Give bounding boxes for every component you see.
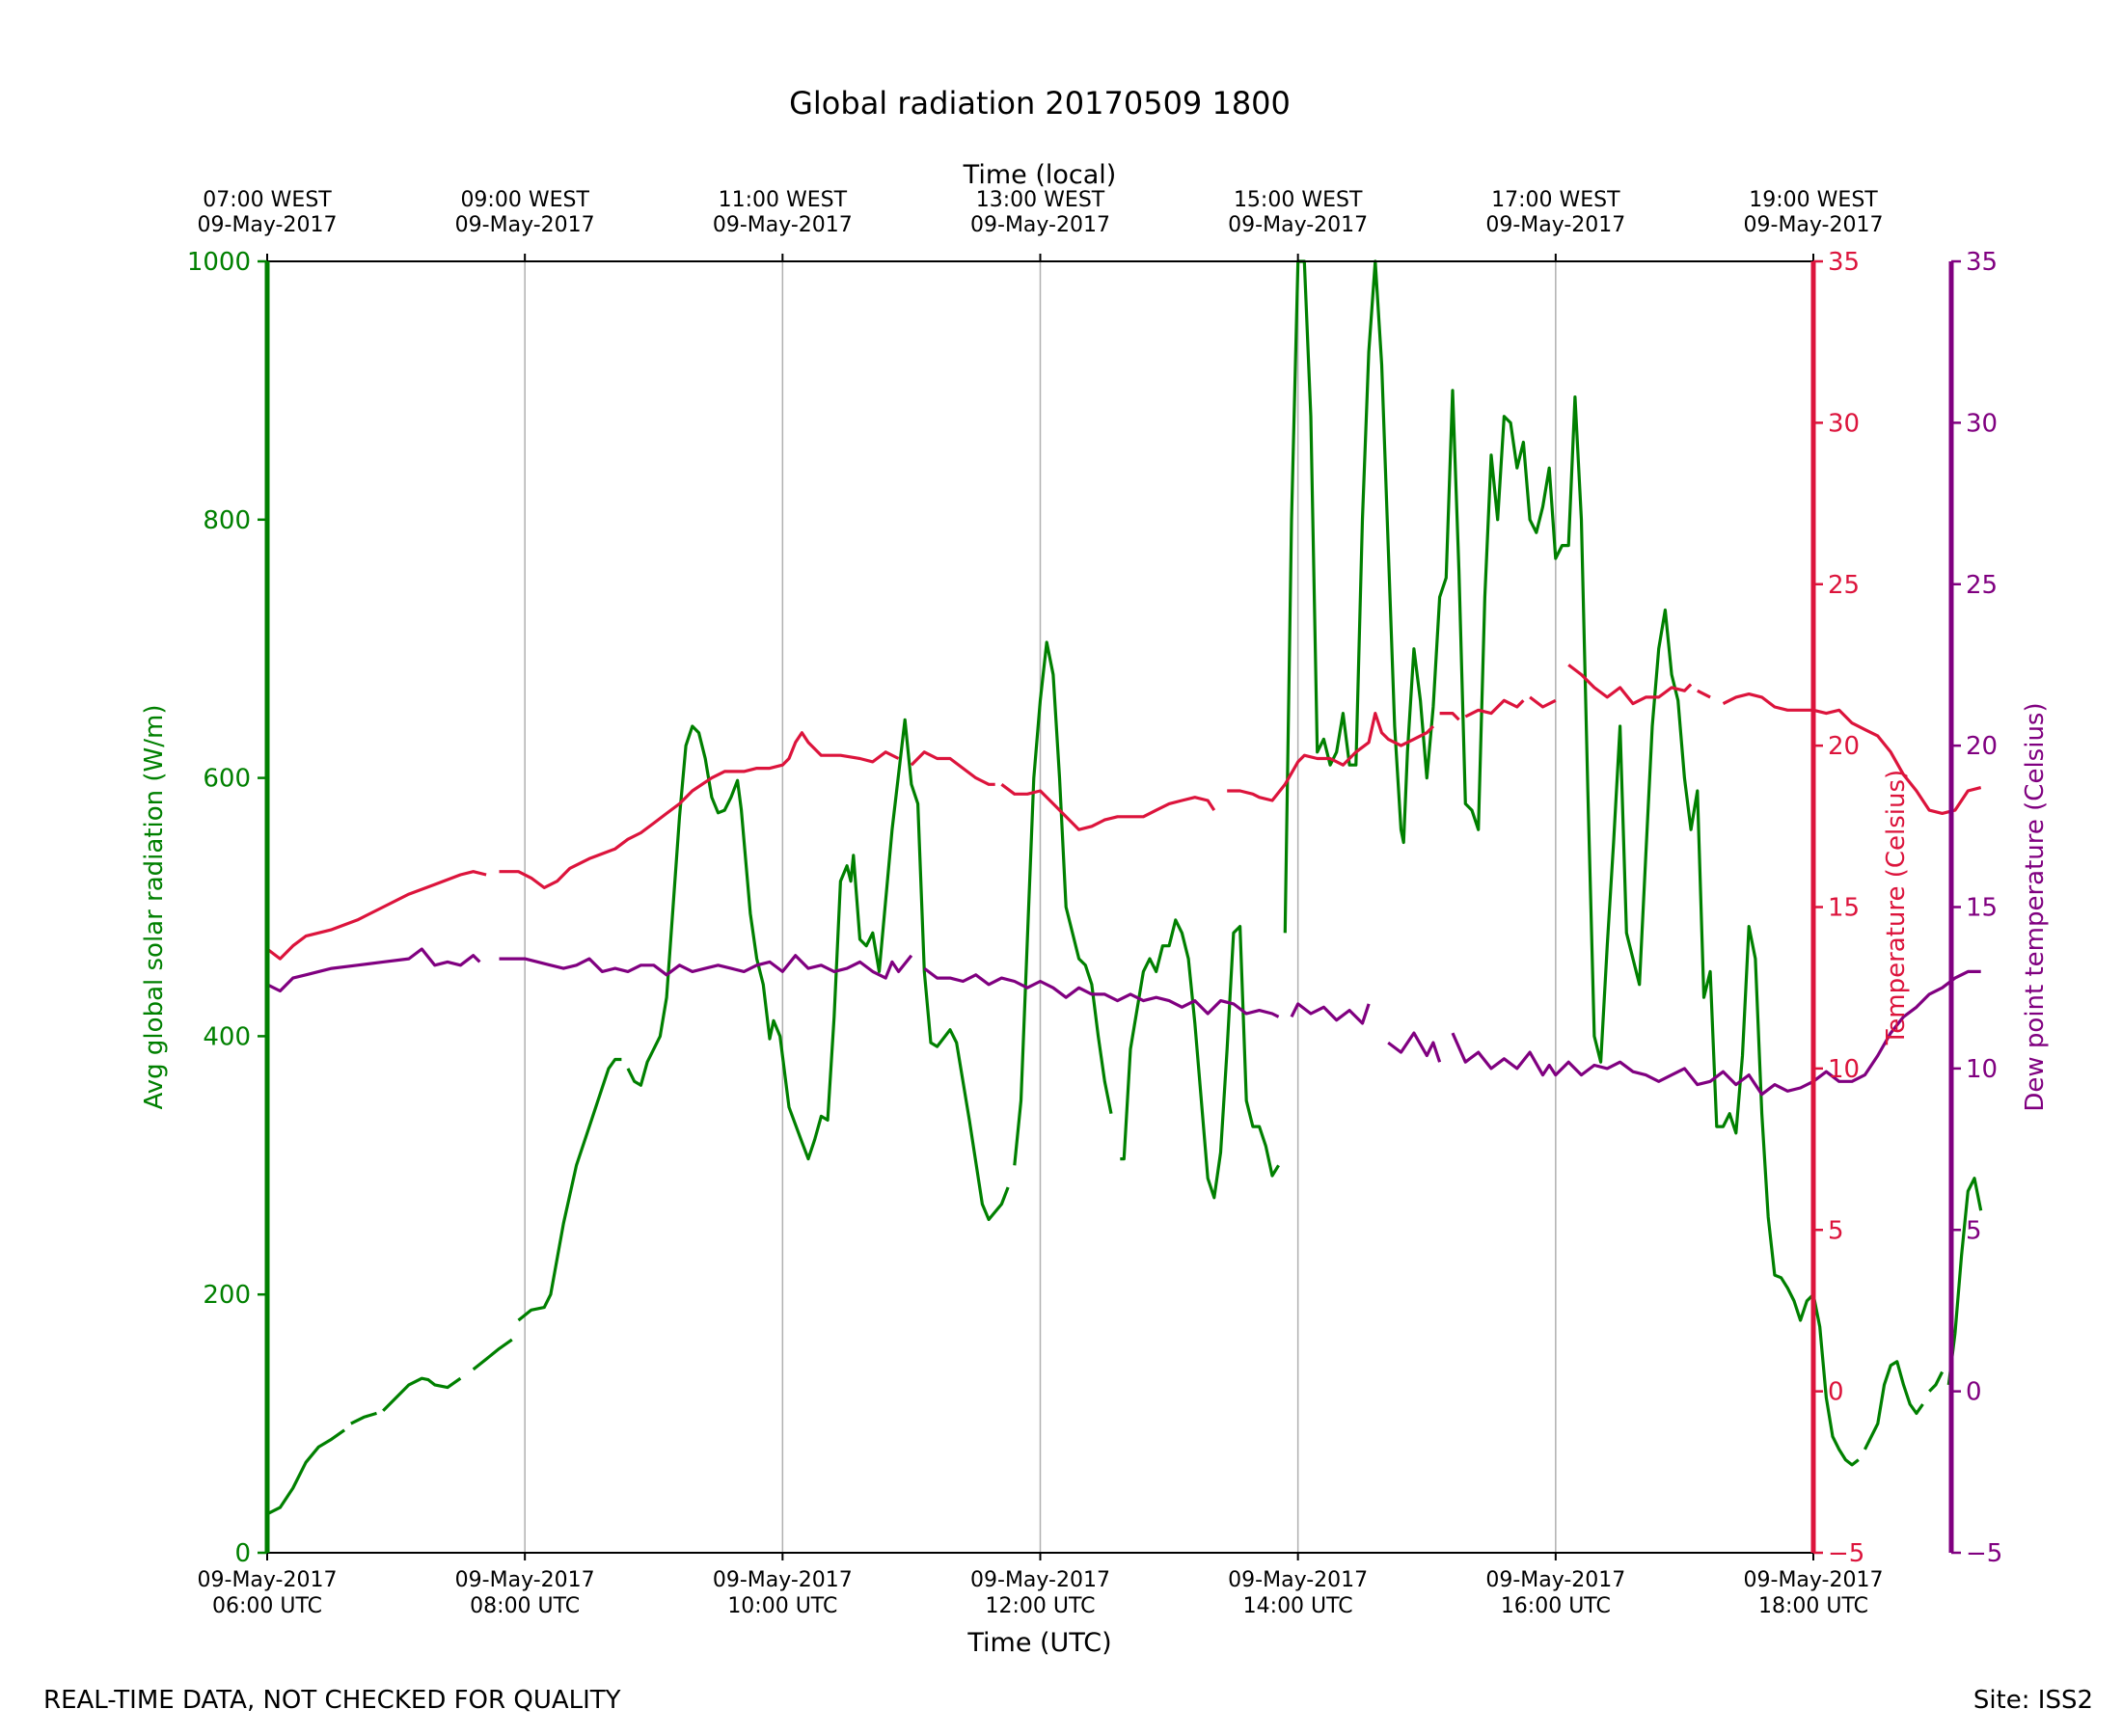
top-x-tick-label: 09-May-2017 (1744, 213, 1884, 237)
series-line-segment (266, 870, 487, 961)
y-tick-label: 30 (1828, 409, 1860, 438)
series-line-segment (472, 1338, 513, 1371)
top-axis-label: Time (local) (963, 160, 1117, 190)
y-axis-dewpoint: −5 0 5 10 15 20 25 30 35 Dew point temperature (C… (1948, 248, 2050, 1568)
series-line-segment (382, 1376, 462, 1412)
y-tick-label: 0 (1966, 1378, 1982, 1407)
series-line-segment (626, 718, 1010, 1222)
y-tick-label: 30 (1966, 409, 1998, 438)
series-line-segment (1227, 712, 1435, 802)
top-x-tick-label: 09:00 WEST (460, 188, 589, 212)
series-line-segment (499, 954, 913, 980)
x-tick-label: 09-May-2017 (970, 1568, 1110, 1592)
y-tick-label: 600 (203, 765, 251, 794)
y-tick-label: 1000 (187, 248, 251, 277)
x-tick-label: 08:00 UTC (470, 1594, 580, 1618)
top-x-tick-label: 13:00 WEST (976, 188, 1105, 212)
series-radiation (266, 259, 1983, 1516)
top-x-tick-label: 09-May-2017 (455, 213, 595, 237)
series-line-segment (517, 1057, 622, 1322)
gridlines (524, 261, 1557, 1553)
x-tick-label: 09-May-2017 (1485, 1568, 1625, 1592)
series-line-segment (1697, 689, 1711, 699)
top-x-tick-label: 17:00 WEST (1491, 188, 1620, 212)
x-tick-label: 14:00 UTC (1243, 1594, 1353, 1618)
series-dewpoint (266, 947, 1981, 1097)
y-tick-label: 35 (1828, 248, 1860, 277)
series-line-segment (1529, 695, 1557, 709)
x-tick-label: 09-May-2017 (1744, 1568, 1884, 1592)
top-x-tick-label: 09-May-2017 (970, 213, 1110, 237)
y-tick-label: −5 (1828, 1539, 1864, 1568)
y-tick-label: 25 (1966, 571, 1998, 600)
y-axis-label: Avg global solar radiation (W/m) (140, 705, 169, 1110)
x-tick-label: 16:00 UTC (1501, 1594, 1611, 1618)
series-line-segment (1464, 698, 1525, 719)
top-x-tick-label: 09-May-2017 (713, 213, 853, 237)
series-layer (266, 259, 1983, 1516)
series-line-segment (266, 1428, 346, 1516)
series-line-segment (1387, 1031, 1442, 1063)
series-line-segment (1290, 1002, 1371, 1025)
top-x-tick-label: 19:00 WEST (1749, 188, 1878, 212)
y-tick-label: 15 (1966, 894, 1998, 923)
y-tick-label: 400 (203, 1022, 251, 1051)
y-axis-label: Dew point temperature (Celsius) (2021, 702, 2050, 1111)
site-label: Site: ISS2 (1972, 1686, 2093, 1715)
y-tick-label: −5 (1966, 1539, 2002, 1568)
series-line-segment (1863, 1360, 1924, 1451)
data-quality-notice: REAL-TIME DATA, NOT CHECKED FOR QUALITY (43, 1686, 621, 1715)
top-x-tick-label: 09-May-2017 (1485, 213, 1625, 237)
series-line-segment (1946, 1177, 1983, 1386)
y-axis-radiation: 0 200 400 600 800 1000 Avg global solar radiat… (140, 248, 270, 1568)
x-tick-label: 12:00 UTC (985, 1594, 1095, 1618)
x-tick-label: 09-May-2017 (455, 1568, 595, 1592)
series-line-segment (1928, 1370, 1945, 1393)
y-tick-label: 5 (1828, 1216, 1844, 1245)
series-line-segment (1439, 712, 1460, 721)
series-line-segment (499, 731, 900, 889)
y-tick-label: 10 (1828, 1055, 1860, 1084)
x-tick-label: 09-May-2017 (713, 1568, 853, 1592)
y-axis-temperature: −5 0 5 10 15 20 25 30 35 Temperature (Celsius) (1810, 248, 1911, 1568)
top-x-tick-label: 09-May-2017 (198, 213, 338, 237)
series-line-segment (350, 1411, 377, 1425)
y-tick-label: 20 (1966, 732, 1998, 761)
series-line-segment (1722, 692, 1982, 815)
y-tick-label: 200 (203, 1281, 251, 1310)
series-line-segment (923, 966, 1280, 1018)
top-x-tick-label: 07:00 WEST (203, 188, 332, 212)
y-tick-label: 25 (1828, 571, 1860, 600)
x-axis-label: Time (UTC) (966, 1628, 1111, 1658)
series-line-segment (1567, 664, 1693, 706)
y-tick-label: 5 (1966, 1216, 1982, 1245)
x-tick-label: 09-May-2017 (198, 1568, 338, 1592)
series-temperature (266, 664, 1982, 961)
y-tick-label: 10 (1966, 1055, 1998, 1084)
series-line-segment (1000, 783, 1216, 831)
top-x-tick-label: 09-May-2017 (1228, 213, 1368, 237)
y-tick-label: 0 (234, 1539, 251, 1568)
series-line-segment (910, 750, 995, 786)
y-tick-label: 15 (1828, 894, 1860, 923)
y-tick-label: 20 (1828, 732, 1860, 761)
x-tick-label: 06:00 UTC (212, 1594, 322, 1618)
series-line-segment (266, 947, 481, 993)
y-tick-label: 800 (203, 506, 251, 535)
chart-title: Global radiation 20170509 1800 (789, 85, 1291, 122)
series-line-segment (1283, 259, 1860, 1467)
x-tick-label: 18:00 UTC (1758, 1594, 1868, 1618)
series-line-segment (1013, 640, 1113, 1166)
x-tick-label: 09-May-2017 (1228, 1568, 1368, 1592)
y-tick-label: 0 (1828, 1378, 1844, 1407)
series-line-segment (1451, 969, 1981, 1097)
top-x-tick-label: 15:00 WEST (1234, 188, 1363, 212)
y-axis-label: Temperature (Celsius) (1882, 770, 1911, 1045)
series-line-segment (1120, 918, 1280, 1200)
top-x-tick-label: 11:00 WEST (719, 188, 848, 212)
y-tick-label: 35 (1966, 248, 1998, 277)
x-tick-label: 10:00 UTC (727, 1594, 837, 1618)
